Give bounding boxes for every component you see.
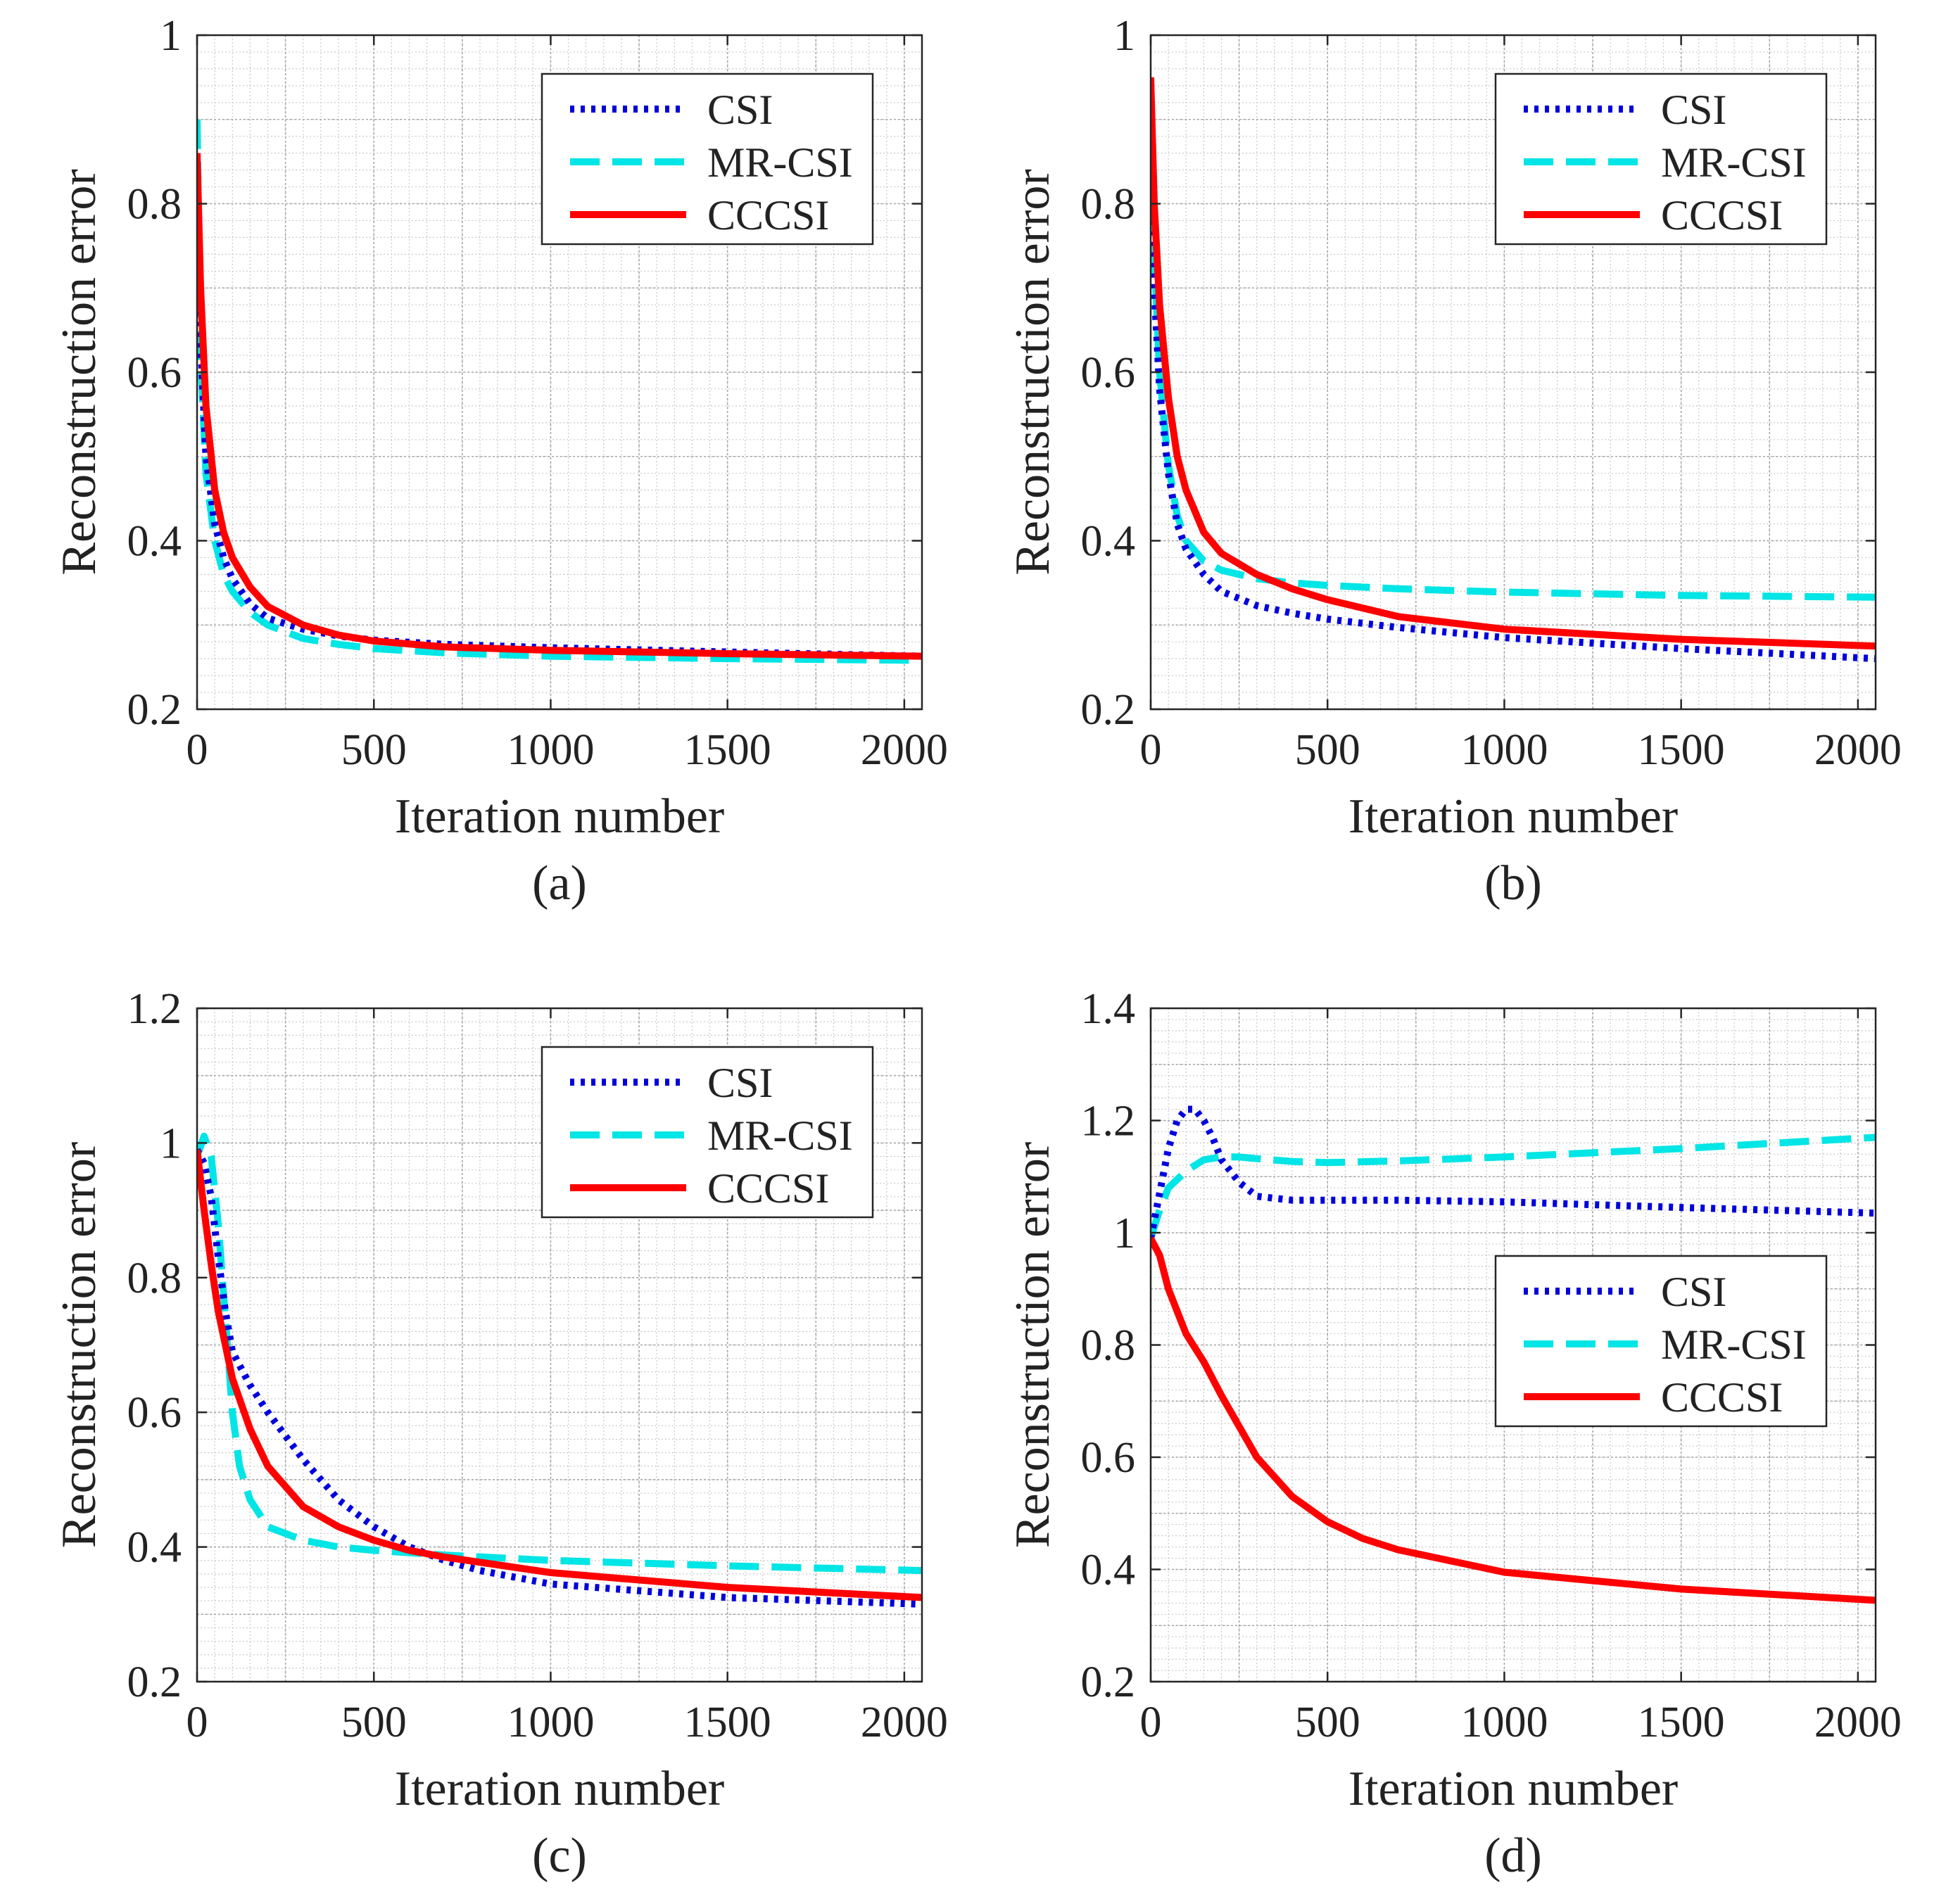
y-tick-label: 0.8 — [1081, 181, 1136, 229]
legend-label: CCCSI — [707, 192, 829, 239]
x-tick-label: 1000 — [507, 1699, 594, 1746]
x-tick-label: 1500 — [684, 726, 771, 774]
legend-label: MR-CSI — [707, 139, 853, 186]
x-tick-label: 1000 — [507, 726, 594, 774]
x-axis-label: Iteration number — [395, 1762, 724, 1816]
y-tick-label: 0.4 — [127, 1524, 182, 1572]
legend-label: MR-CSI — [707, 1112, 853, 1159]
chart-panel-c: 0 500 1000 1500 2000 0.2 0.4 0.6 0.8 1 1.2 Iteratio… — [52, 985, 948, 1883]
y-tick-label: 1 — [160, 1119, 182, 1167]
x-tick-label: 2000 — [1814, 726, 1902, 774]
chart-panel-d: 0 500 1000 1500 2000 0.2 0.4 0.6 0.8 1 1.2 1.4 Itera… — [1006, 985, 1902, 1883]
series-layer — [197, 1132, 922, 1608]
x-tick-label: 2000 — [861, 726, 948, 774]
y-tick-label: 0.8 — [127, 1255, 182, 1302]
x-tick-label: 1500 — [684, 1699, 771, 1746]
series-line-cccsi — [1151, 1236, 1876, 1604]
legend-label: CCCSI — [707, 1165, 829, 1212]
series-layer — [1151, 77, 1876, 663]
y-tick-label: 1 — [1113, 1210, 1135, 1257]
legend: CSI MR-CSI CCCSI — [541, 72, 874, 246]
x-axis-label: Iteration number — [1348, 1762, 1678, 1816]
legend: CSI MR-CSI CCCSI — [541, 1046, 874, 1219]
y-tick-label: 0.2 — [127, 1658, 182, 1706]
x-tick-label: 0 — [1140, 1699, 1162, 1746]
legend: CSI MR-CSI CCCSI — [1494, 72, 1828, 246]
y-tick-label: 0.4 — [127, 518, 182, 566]
x-tick-label: 0 — [1140, 726, 1162, 774]
y-tick-label: 0.2 — [127, 686, 182, 734]
y-tick-label: 1 — [1113, 12, 1135, 60]
legend-label: CCCSI — [1661, 192, 1783, 239]
y-tick-label: 0.6 — [1081, 1434, 1136, 1482]
x-tick-label: 1000 — [1460, 1699, 1548, 1746]
y-tick-label: 0.2 — [1081, 1658, 1136, 1706]
legend-label: MR-CSI — [1661, 1321, 1807, 1368]
x-tick-label: 500 — [341, 726, 407, 774]
y-tick-label: 0.8 — [127, 181, 182, 229]
x-tick-label: 1500 — [1638, 1699, 1725, 1746]
panel-label: (d) — [1484, 1829, 1542, 1883]
series-line-csi — [1151, 1105, 1876, 1239]
y-axis-label: Reconstruction error — [1006, 1142, 1060, 1548]
y-tick-label: 1.2 — [1081, 1098, 1136, 1145]
y-tick-label: 0.6 — [127, 1389, 182, 1437]
axes-frame — [196, 1007, 923, 1683]
y-axis-label: Reconstruction error — [52, 1142, 106, 1548]
x-tick-label: 2000 — [1814, 1699, 1902, 1746]
legend-label: CSI — [1661, 1269, 1726, 1315]
panel-label: (a) — [532, 856, 587, 910]
series-line-cccsi — [197, 1149, 922, 1601]
y-axis-label: Reconstruction error — [1006, 169, 1060, 575]
legend: CSI MR-CSI CCCSI — [1494, 1255, 1828, 1428]
y-tick-label: 0.4 — [1081, 1547, 1136, 1594]
x-tick-label: 0 — [187, 1699, 208, 1746]
y-tick-label: 0.6 — [1081, 349, 1136, 397]
x-tick-label: 2000 — [861, 1699, 948, 1746]
series-layer — [1151, 1105, 1876, 1604]
y-tick-label: 0.4 — [1081, 518, 1136, 566]
x-axis-label: Iteration number — [1348, 789, 1678, 844]
panel-label: (b) — [1484, 856, 1542, 910]
x-tick-label: 1500 — [1638, 726, 1725, 774]
series-line-mr-csi — [197, 119, 922, 664]
series-layer — [197, 119, 922, 664]
series-line-csi — [197, 1148, 922, 1608]
y-tick-label: 1.2 — [127, 985, 182, 1033]
panel-label: (c) — [532, 1829, 587, 1883]
legend-label: CSI — [707, 87, 773, 133]
y-tick-label: 1 — [160, 12, 182, 60]
series-line-mr-csi — [1151, 77, 1876, 601]
series-line-mr-csi — [197, 1132, 922, 1575]
x-tick-label: 500 — [1295, 1699, 1360, 1746]
x-tick-label: 1000 — [1460, 726, 1548, 774]
legend-label: CSI — [1661, 87, 1726, 133]
legend-label: CCCSI — [1661, 1374, 1783, 1421]
x-tick-label: 500 — [341, 1699, 407, 1746]
legend-label: MR-CSI — [1661, 139, 1807, 186]
chart-panel-a: 0 500 1000 1500 2000 0.2 0.4 0.6 0.8 1 Iteration n… — [52, 12, 948, 910]
y-tick-label: 1.4 — [1081, 985, 1136, 1033]
y-tick-label: 0.2 — [1081, 686, 1136, 734]
series-line-cccsi — [197, 153, 922, 660]
x-axis-label: Iteration number — [395, 789, 724, 844]
y-axis-label: Reconstruction error — [52, 169, 106, 575]
series-line-mr-csi — [1151, 1134, 1876, 1240]
chart-panel-b: 0 500 1000 1500 2000 0.2 0.4 0.6 0.8 1 Iteration n… — [1006, 12, 1902, 910]
y-tick-label: 0.8 — [1081, 1322, 1136, 1370]
x-tick-label: 0 — [187, 726, 208, 774]
y-tick-label: 0.6 — [127, 349, 182, 397]
x-tick-label: 500 — [1295, 726, 1360, 774]
series-line-cccsi — [1151, 77, 1876, 650]
legend-label: CSI — [707, 1060, 773, 1106]
